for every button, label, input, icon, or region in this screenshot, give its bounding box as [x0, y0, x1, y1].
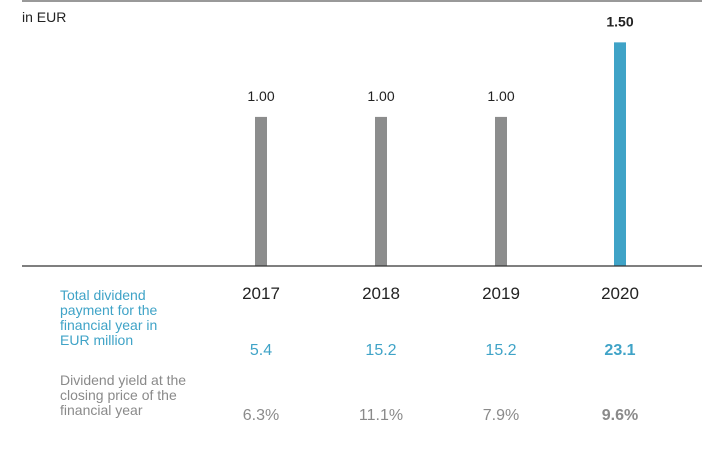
total-label-line: payment for the	[60, 302, 158, 318]
total-label-line: EUR million	[60, 332, 134, 348]
yield-label-line: closing price of the	[60, 387, 177, 403]
unit-label: in EUR	[22, 9, 66, 25]
value-label-2019: 1.00	[487, 88, 514, 104]
total-label-line: financial year in	[60, 317, 158, 333]
total-label-line: Total dividend	[60, 287, 146, 303]
total-dividend-2020: 23.1	[604, 342, 636, 359]
value-label-2017: 1.00	[247, 88, 274, 104]
year-label-2017: 2017	[242, 284, 280, 303]
bar-2017	[255, 116, 267, 266]
year-label-2018: 2018	[362, 284, 400, 303]
year-label-2020: 2020	[601, 284, 639, 303]
value-label-2020: 1.50	[606, 13, 633, 29]
total-dividend-2018: 15.2	[365, 342, 397, 359]
bar-2020	[614, 42, 626, 267]
dividend-yield-label: Dividend yield at the closing price of th…	[60, 373, 186, 418]
bar-2019	[495, 116, 507, 266]
total-dividend-label: Total dividend payment for the financial y…	[60, 288, 157, 348]
dividend-yield-2018: 11.1%	[358, 407, 404, 424]
value-label-2018: 1.00	[367, 88, 394, 104]
yield-label-line: Dividend yield at the	[60, 372, 187, 388]
yield-label-line: financial year	[60, 402, 143, 418]
total-dividend-2017: 5.4	[249, 342, 273, 359]
dividend-yield-2019: 7.9%	[482, 407, 520, 424]
dividend-yield-2017: 6.3%	[242, 407, 280, 424]
year-label-2019: 2019	[482, 284, 520, 303]
dividend-yield-2020: 9.6%	[601, 407, 639, 424]
bar-2018	[375, 116, 387, 266]
total-dividend-2019: 15.2	[485, 342, 517, 359]
